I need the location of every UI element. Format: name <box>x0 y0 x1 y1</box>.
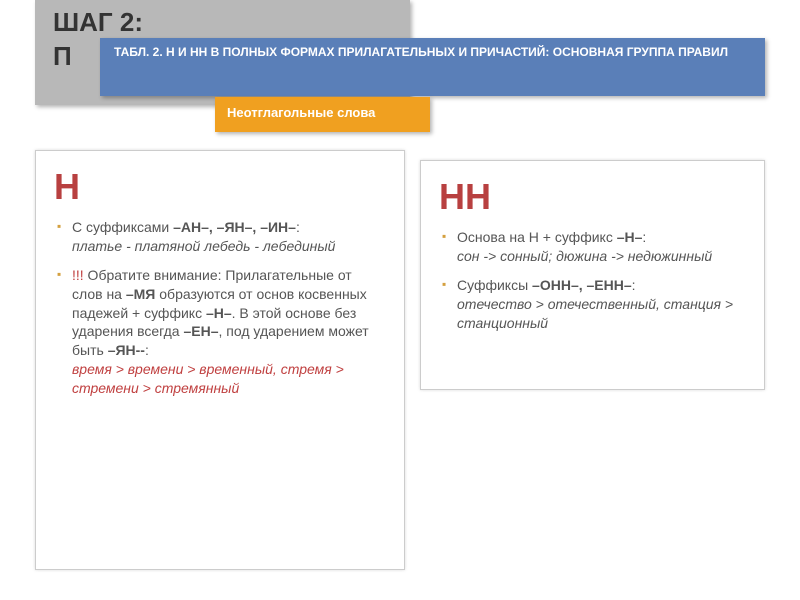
list-item: Суффиксы –ОНН–, –ЕНН–: отечество > отече… <box>439 276 746 333</box>
list-item: Основа на Н + суффикс –Н–: сон -> сонный… <box>439 228 746 266</box>
rule-box-n: Н С суффиксами –АН–, –ЯН–, –ИН–: платье … <box>35 150 405 570</box>
list-item: !!! Обратите внимание: Прилагательные от… <box>54 266 386 398</box>
example-text: время > времени > временный, стремя > ст… <box>72 361 344 396</box>
category-title: Неотглагольные слова <box>227 105 418 120</box>
table-header: ТАБЛ. 2. Н И НН В ПОЛНЫХ ФОРМАХ ПРИЛАГАТ… <box>100 38 765 96</box>
example-text: отечество > отечественный, станция > ста… <box>457 296 733 331</box>
rule-list-nn: Основа на Н + суффикс –Н–: сон -> сонный… <box>439 228 746 332</box>
list-item: С суффиксами –АН–, –ЯН–, –ИН–: платье - … <box>54 218 386 256</box>
table-title: ТАБЛ. 2. Н И НН В ПОЛНЫХ ФОРМАХ ПРИЛАГАТ… <box>114 45 751 61</box>
category-header: Неотглагольные слова <box>215 97 430 132</box>
example-text: сон -> сонный; дюжина -> недюжинный <box>457 248 712 264</box>
example-text: платье - платяной лебедь - лебединый <box>72 238 335 254</box>
rule-title-n: Н <box>54 166 386 208</box>
rule-title-nn: НН <box>439 176 746 218</box>
rule-box-nn: НН Основа на Н + суффикс –Н–: сон -> сон… <box>420 160 765 390</box>
rule-list-n: С суффиксами –АН–, –ЯН–, –ИН–: платье - … <box>54 218 386 398</box>
